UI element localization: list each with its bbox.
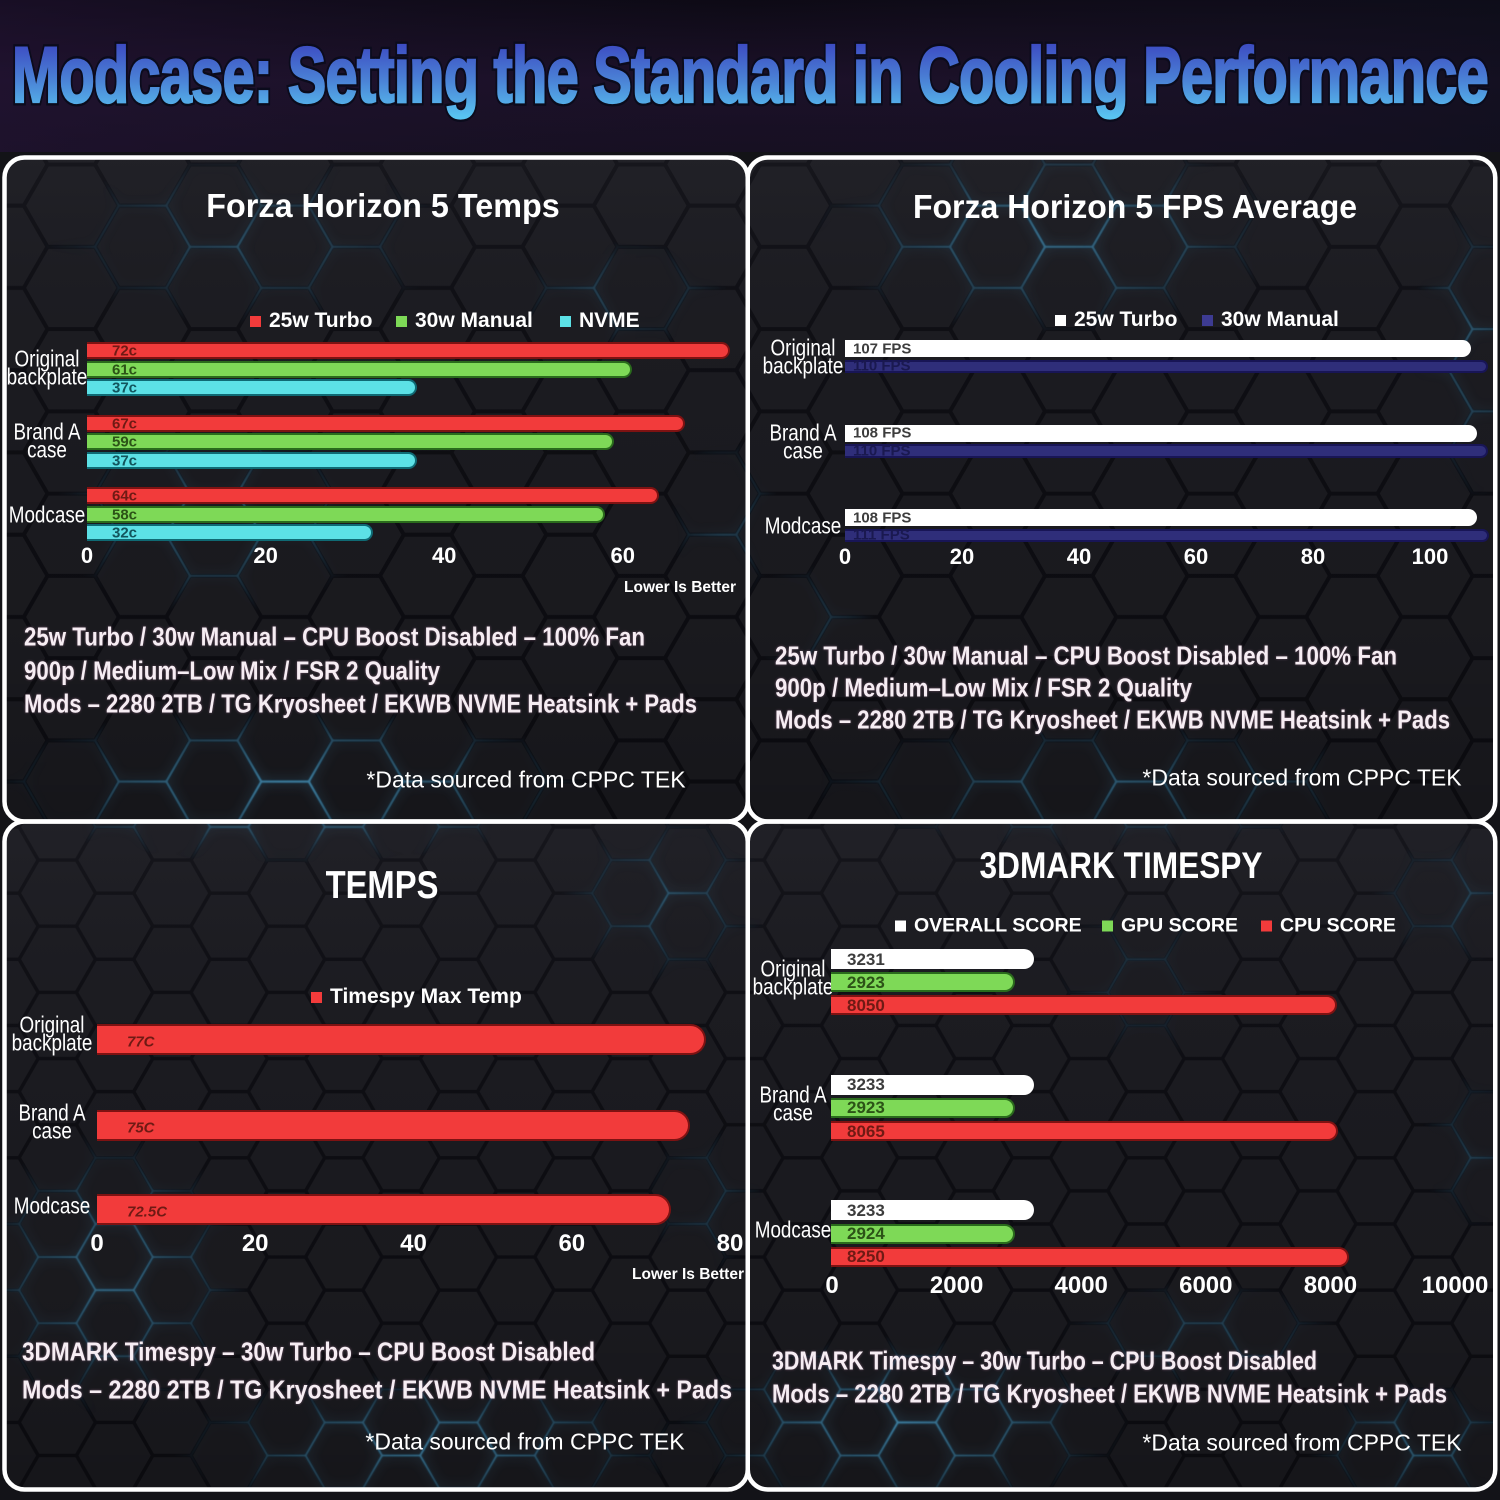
- svg-text:Modcase: Setting the Standard: Modcase: Setting the Standard in Cooling…: [12, 30, 1488, 119]
- svg-text:Modcase: Setting the Standard: Modcase: Setting the Standard in Cooling…: [12, 30, 1488, 119]
